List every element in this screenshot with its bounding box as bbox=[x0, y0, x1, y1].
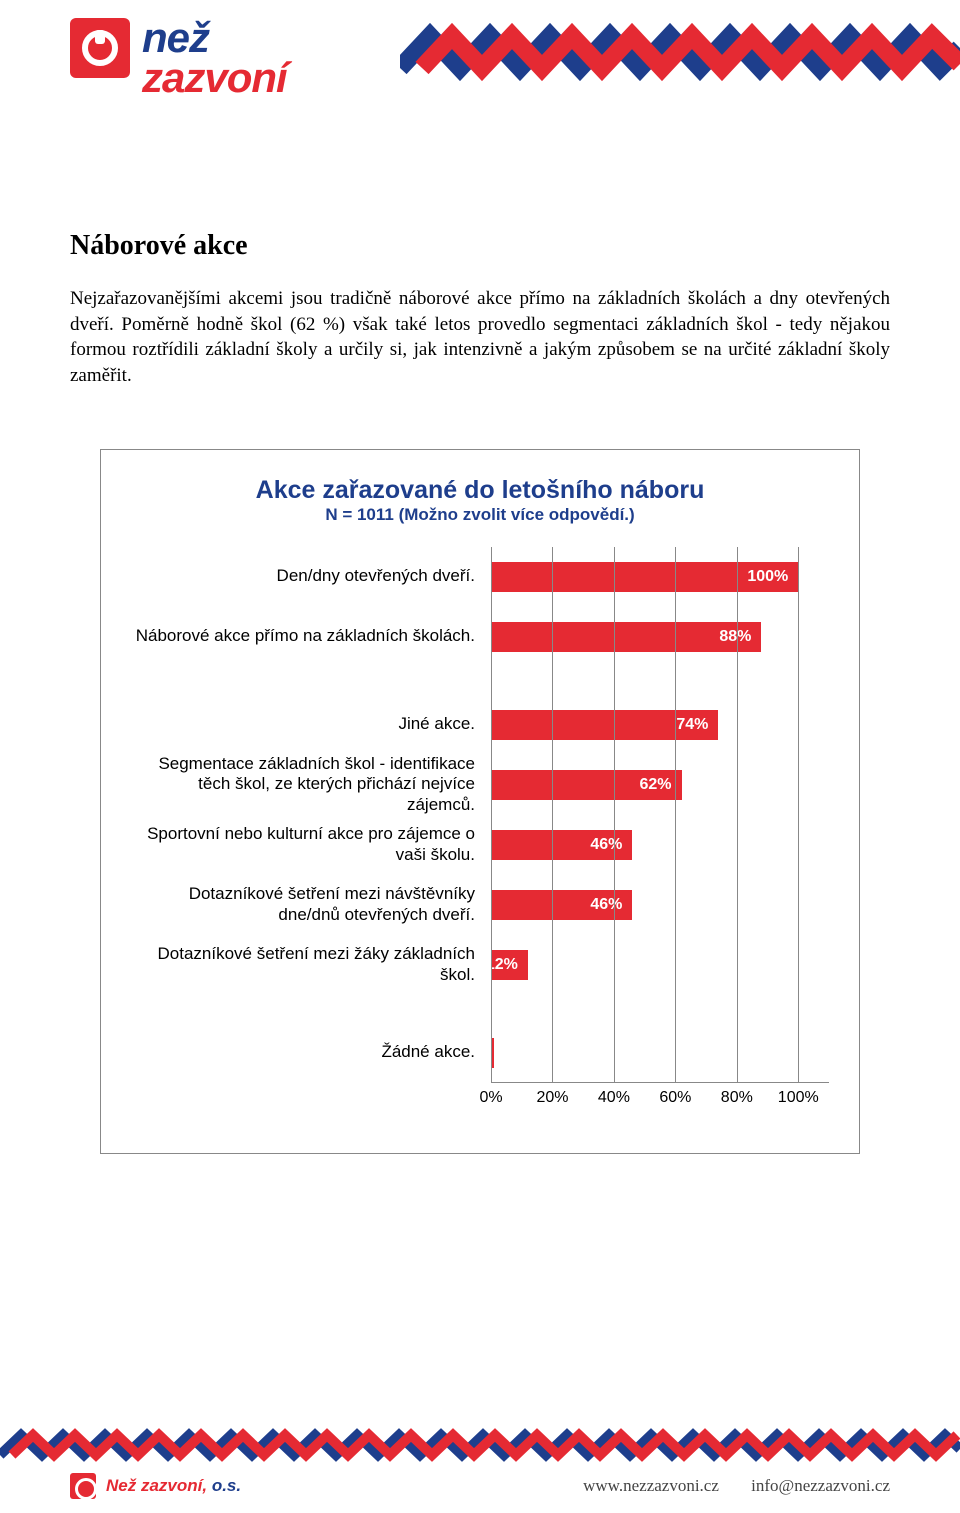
page-footer: Než zazvoní, o.s. www.nezzazvoni.cz info… bbox=[0, 1427, 960, 1513]
chart-x-axis: 0%20%40%60%80%100% bbox=[131, 1083, 829, 1123]
chart-row-label: Segmentace základních škol - identifikac… bbox=[131, 754, 491, 815]
brand-line1: než bbox=[142, 18, 287, 58]
brand-line2: zazvoní bbox=[142, 58, 287, 98]
chart-body: Den/dny otevřených dveří.100%Náborové ak… bbox=[131, 547, 829, 1123]
chart-row-label: Dotazníkové šetření mezi návštěvníky dne… bbox=[131, 884, 491, 925]
footer-zigzag-icon bbox=[0, 1427, 960, 1463]
chart-row-label: Dotazníkové šetření mezi žáky základních… bbox=[131, 944, 491, 985]
footer-org-name: Než zazvoní, o.s. bbox=[106, 1476, 241, 1496]
content: Náborové akce Nejzařazovanějšími akcemi … bbox=[0, 120, 960, 1154]
chart-row-label: Jiné akce. bbox=[131, 714, 491, 734]
footer-bell-icon bbox=[70, 1473, 96, 1499]
chart-row-label: Sportovní nebo kulturní akce pro zájemce… bbox=[131, 824, 491, 865]
intro-paragraph: Nejzařazovanějšími akcemi jsou tradičně … bbox=[70, 286, 890, 389]
footer-org-main: Než zazvoní, bbox=[106, 1476, 207, 1495]
section-heading: Náborové akce bbox=[70, 230, 890, 262]
footer-url: www.nezzazvoni.cz bbox=[583, 1476, 719, 1495]
brand-wordmark: než zazvoní bbox=[142, 18, 287, 98]
chart-row-label: Náborové akce přímo na základních školác… bbox=[131, 626, 491, 646]
chart-container: Akce zařazované do letošního náboru N = … bbox=[100, 449, 860, 1154]
bell-icon bbox=[70, 18, 130, 78]
footer-links: www.nezzazvoni.cz info@nezzazvoni.cz bbox=[583, 1476, 890, 1496]
chart-header: Akce zařazované do letošního náboru N = … bbox=[131, 476, 829, 525]
chart-row-label: Žádné akce. bbox=[131, 1042, 491, 1062]
footer-brand: Než zazvoní, o.s. bbox=[70, 1473, 241, 1499]
chart-subtitle: N = 1011 (Možno zvolit více odpovědí.) bbox=[131, 505, 829, 525]
footer-org-suffix: o.s. bbox=[212, 1476, 241, 1495]
chart-title: Akce zařazované do letošního náboru bbox=[131, 476, 829, 505]
zigzag-decoration-icon bbox=[400, 22, 960, 82]
footer-email: info@nezzazvoni.cz bbox=[751, 1476, 890, 1495]
page-header: než zazvoní bbox=[0, 0, 960, 120]
chart-row-label: Den/dny otevřených dveří. bbox=[131, 566, 491, 586]
